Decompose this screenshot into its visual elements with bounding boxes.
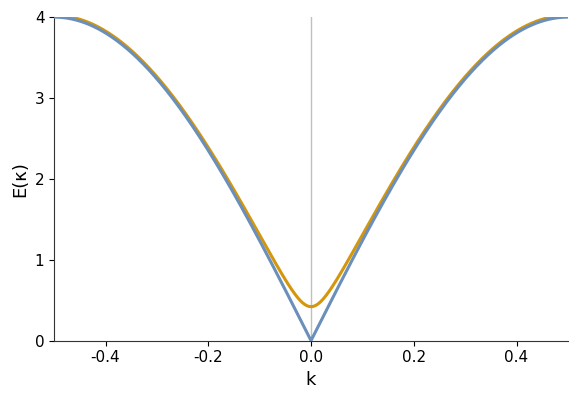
Y-axis label: E(κ): E(κ)	[11, 161, 29, 197]
X-axis label: k: k	[306, 371, 316, 389]
